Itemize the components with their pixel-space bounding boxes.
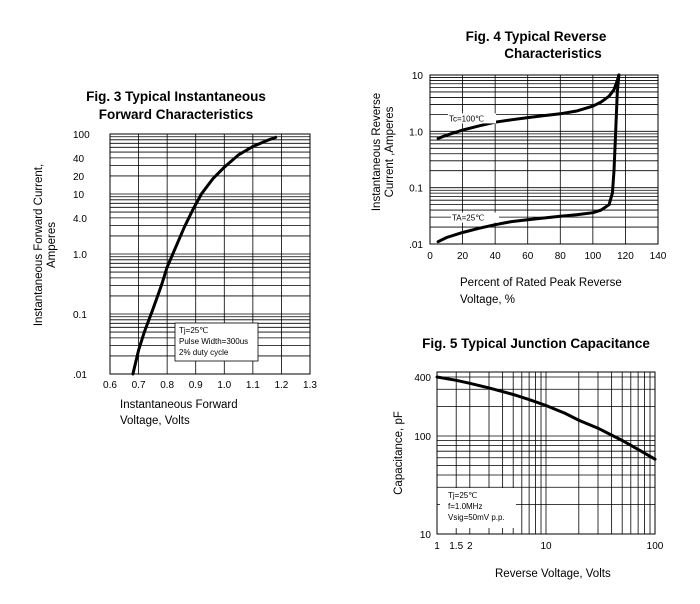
fig3-xtick: 1.1 xyxy=(246,380,260,391)
fig4-xtick: 0 xyxy=(427,251,433,262)
fig5-legend-text: Tj=25℃ xyxy=(448,491,477,500)
fig4-xtick: 20 xyxy=(457,251,469,262)
fig3-xlabel: Instantaneous Forward xyxy=(120,399,238,411)
fig4-series-label: TA=25℃ xyxy=(452,214,484,223)
fig4-ytick: 10 xyxy=(412,71,424,82)
fig3-ytick: 1.0 xyxy=(73,250,87,261)
fig3-ylabel: Amperes xyxy=(46,222,58,268)
fig5-frame xyxy=(436,371,656,535)
fig4-ytick: 1.0 xyxy=(409,127,423,138)
fig3-xtick: 1.2 xyxy=(274,380,288,391)
fig4-xtick: 120 xyxy=(617,251,634,262)
fig3-xtick: 1.0 xyxy=(217,380,231,391)
fig4-xtick: 80 xyxy=(555,251,567,262)
fig3-ytick: .01 xyxy=(73,370,87,381)
fig4-title: Fig. 4 Typical Reverse xyxy=(466,29,607,44)
fig5-xlabel: Reverse Voltage, Volts xyxy=(495,568,611,580)
fig3-legend-text: Tj=25℃ xyxy=(179,326,208,335)
fig5-legend-text: f=1.0MHz xyxy=(448,502,482,511)
fig5-legend-text: Vsig=50mV p.p. xyxy=(448,513,505,522)
fig4-xtick: 100 xyxy=(585,251,602,262)
fig3-xtick: 1.3 xyxy=(303,380,317,391)
fig4-xtick: 140 xyxy=(650,251,667,262)
fig4-ytick: 0.1 xyxy=(409,184,423,195)
fig5-xtick: 100 xyxy=(647,541,664,552)
fig5-ytick: 10 xyxy=(420,530,432,541)
fig4-xlabel: Percent of Rated Peak Reverse xyxy=(460,277,622,289)
fig3-legend-text: 2% duty cycle xyxy=(179,348,229,357)
fig3-title: Fig. 3 Typical Instantaneous xyxy=(86,89,266,104)
fig3-title: Forward Characteristics xyxy=(99,107,254,122)
fig3-xtick: 0.7 xyxy=(132,380,146,391)
fig5-xtick: 1 xyxy=(434,541,440,552)
fig4-ytick: .01 xyxy=(409,240,423,251)
fig3-frame xyxy=(109,133,311,375)
fig3-ytick: 4.0 xyxy=(73,214,87,225)
fig4-ylabel: Instantaneous Reverse xyxy=(371,93,383,211)
fig3-series-line xyxy=(131,135,278,376)
fig3-ytick: 20 xyxy=(73,172,85,183)
fig4-frame xyxy=(429,74,659,245)
fig4-xlabel: Voltage, % xyxy=(460,294,515,306)
fig5-xtick: 2 xyxy=(467,541,473,552)
fig5-title: Fig. 5 Typical Junction Capacitance xyxy=(422,336,650,351)
fig3-ytick: 40 xyxy=(73,154,85,165)
fig4-title: Characteristics xyxy=(504,46,602,61)
fig3-xtick: 0.9 xyxy=(189,380,203,391)
fig3-xtick: 0.6 xyxy=(103,380,117,391)
fig4-ylabel: Current ,Amperes xyxy=(384,106,396,197)
fig4-series-line xyxy=(436,73,621,140)
fig3-ylabel: Instantaneous Forward Current, xyxy=(33,164,45,326)
fig5-series-line xyxy=(435,375,657,461)
fig5-ytick: 100 xyxy=(414,432,431,443)
fig4-xtick: 40 xyxy=(490,251,502,262)
fig3-ytick: 0.1 xyxy=(73,310,87,321)
fig5-chart: Fig. 5 Typical Junction Capacitance 1 1.5 2… xyxy=(393,336,664,580)
fig4-series-label-bg xyxy=(448,113,496,124)
fig3-xtick: 0.8 xyxy=(160,380,174,391)
fig5-xtick: 1.5 xyxy=(449,541,463,552)
fig4-series-label-bg xyxy=(451,212,499,223)
fig3-ytick: 100 xyxy=(73,130,90,141)
fig3-legend-text: Pulse Width=300us xyxy=(179,337,248,346)
fig4-series-label: Tc=100℃ xyxy=(449,114,484,123)
fig5-legend-box xyxy=(440,488,516,528)
fig4-series-line xyxy=(436,73,621,244)
fig5-ytick: 400 xyxy=(414,373,431,384)
fig5-xtick: 10 xyxy=(540,541,552,552)
fig3-ytick: 10 xyxy=(73,190,85,201)
fig5-ylabel: Capacitance, pF xyxy=(393,411,405,495)
fig4-xtick: 60 xyxy=(522,251,534,262)
fig3-chart: Fig. 3 Typical Instantaneous Forward Char… xyxy=(33,89,317,427)
fig3-legend-box xyxy=(174,322,259,362)
fig3-xlabel: Voltage, Volts xyxy=(120,415,190,427)
fig4-chart: Fig. 4 Typical Reverse Characteristics 0 20… xyxy=(371,29,667,306)
